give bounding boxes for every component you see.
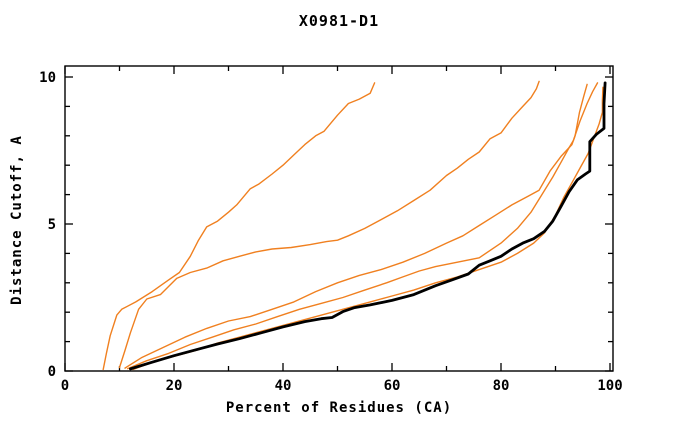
x-tick-label: 60: [384, 378, 401, 394]
curve-orange-model-3: [124, 83, 588, 369]
curve-orange-model-1: [102, 82, 376, 371]
curve-orange-model-5: [132, 86, 604, 371]
x-tick-label: 40: [275, 378, 292, 394]
y-tick-label: 0: [48, 364, 56, 380]
x-tick-label: 20: [166, 378, 183, 394]
x-tick-label: 0: [61, 378, 69, 394]
x-tick-label: 80: [493, 378, 510, 394]
curve-orange-model-4: [126, 82, 599, 370]
chart-title: X0981-D1: [298, 12, 380, 30]
y-axis-label: Distance Cutoff, A: [9, 135, 25, 305]
x-axis-label: Percent of Residues (CA): [225, 400, 453, 416]
curve-orange-model-2: [118, 80, 540, 369]
plot-frame: [64, 65, 614, 372]
y-tick-label: 10: [39, 70, 56, 86]
x-tick-label: 100: [597, 378, 622, 394]
curve-black-highlight-model: [128, 81, 607, 371]
y-tick-label: 5: [48, 217, 56, 233]
